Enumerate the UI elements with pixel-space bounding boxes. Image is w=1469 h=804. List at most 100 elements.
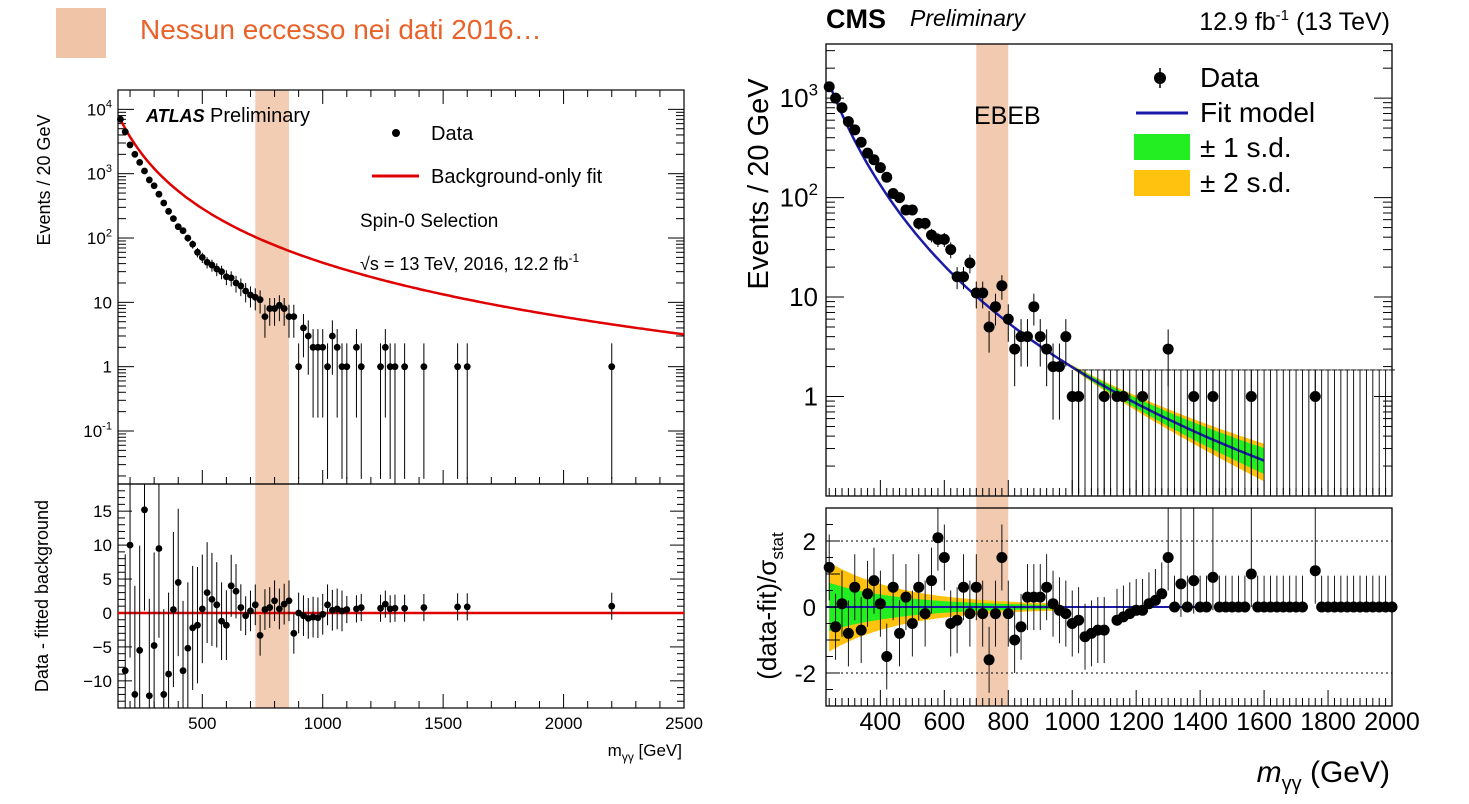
atlas-ratio-point xyxy=(126,541,134,549)
atlas-data-point xyxy=(377,363,384,371)
cms-ratio-point xyxy=(1181,601,1193,613)
atlas-data-point xyxy=(184,234,192,242)
atlas-ratio-point xyxy=(463,603,471,611)
cms-ratio-point xyxy=(1162,552,1174,563)
atlas-ratio-point xyxy=(280,600,288,608)
cms-ratio-point xyxy=(958,581,970,593)
atlas-energy: √s = 13 TeV, 2016, 12.2 fb-1 xyxy=(360,251,580,274)
cms-xtick-label: 400 xyxy=(860,708,902,736)
cms-data-point xyxy=(1021,331,1033,343)
cms-ratio-point xyxy=(1098,624,1110,636)
atlas-ratio-ytick-label: 5 xyxy=(103,570,112,589)
cms-chart: 400 600 800 1000 1200 1400 1600 1800 20001031021… xyxy=(743,4,1420,795)
atlas-ratio-point xyxy=(401,604,409,612)
cms-data-point xyxy=(977,287,989,299)
atlas-data-point xyxy=(117,115,124,123)
cms-xtick-label: 1000 xyxy=(1044,708,1100,736)
cms-ratio-point xyxy=(913,581,925,593)
atlas-ratio-point xyxy=(381,600,389,608)
cms-data-point xyxy=(1060,331,1072,343)
cms-ratio-point xyxy=(830,621,842,633)
atlas-data-point xyxy=(145,176,153,184)
cms-legend-fit-label: Fit model xyxy=(1200,97,1315,128)
atlas-ratio-point xyxy=(150,642,158,649)
atlas-xtick-label: 1000 xyxy=(304,714,342,733)
atlas-data-point xyxy=(218,268,225,276)
cms-ratio-point xyxy=(1015,621,1027,633)
cms-ratio-point xyxy=(862,588,874,600)
cms-data-point xyxy=(849,124,861,136)
atlas-data-point xyxy=(136,158,144,166)
atlas-data-point xyxy=(309,343,317,351)
atlas-xlabel: mγγ [GeV] xyxy=(608,741,682,764)
atlas-ratio-ytick-label: 15 xyxy=(93,502,112,521)
cms-main-frame xyxy=(825,43,1393,497)
cms-ratio-point xyxy=(881,651,893,662)
cms-ytick-label: 10 xyxy=(789,282,818,312)
cms-data-point xyxy=(881,171,893,183)
atlas-ratio-point xyxy=(242,612,250,620)
cms-ytick-label: 102 xyxy=(780,180,818,213)
slide-headline: Nessun eccesso nei dati 2016… xyxy=(140,14,542,45)
atlas-data-point xyxy=(256,296,264,304)
cms-ratio-point xyxy=(1175,578,1187,590)
cms-data-point xyxy=(945,244,957,256)
cms-ratio-point xyxy=(989,608,1001,620)
cms-ratio-point xyxy=(932,532,944,544)
cms-ratio-point xyxy=(1041,581,1053,593)
cms-data-point xyxy=(894,192,906,204)
atlas-ratio-point xyxy=(271,597,278,605)
atlas-data-point xyxy=(179,227,187,235)
atlas-ylabel-top: Events / 20 GeV xyxy=(34,114,54,245)
atlas-ratio-point xyxy=(324,601,331,609)
atlas-ytick-label: 102 xyxy=(87,227,112,248)
atlas-ratio-ytick-label: 10 xyxy=(93,536,112,555)
atlas-chart: 500 1000 1500 2000 250010410310210110-115105… xyxy=(32,89,703,764)
cms-ratio-point xyxy=(983,654,995,666)
cms-ratio-ytick-label: -2 xyxy=(795,661,816,688)
atlas-ratio-point xyxy=(454,603,461,611)
atlas-ytick-label: 1 xyxy=(103,358,112,377)
cms-data-point xyxy=(855,136,867,148)
atlas-data-point xyxy=(160,199,168,207)
atlas-data-point xyxy=(198,253,206,261)
cms-ytick-label: 1 xyxy=(804,382,818,412)
atlas-ratio-ytick-label: −5 xyxy=(93,638,112,657)
cms-ratio-point xyxy=(1002,608,1014,620)
atlas-ratio-point xyxy=(169,606,177,613)
cms-data-point xyxy=(1041,343,1053,355)
cms-xtick-label: 1800 xyxy=(1300,708,1356,736)
atlas-data-point xyxy=(295,363,303,371)
atlas-data-point xyxy=(165,207,172,215)
cms-ratio-point xyxy=(894,627,906,639)
cms-data-point xyxy=(989,301,1001,313)
cms-lumi: 12.9 fb-1 (13 TeV) xyxy=(1199,7,1390,36)
cms-ratio-point xyxy=(1201,601,1213,613)
cms-ratio-point xyxy=(823,561,835,573)
atlas-data-point xyxy=(324,363,331,371)
atlas-data-point xyxy=(357,363,365,371)
cms-data-point xyxy=(1162,343,1174,355)
atlas-data-point xyxy=(343,363,351,371)
atlas-data-point xyxy=(227,274,235,282)
cms-ratio-point xyxy=(836,598,848,610)
cms-brand: CMS xyxy=(826,4,886,34)
atlas-ratio-point xyxy=(208,595,216,603)
cms-ratio-point xyxy=(1060,608,1072,620)
cms-xtick-label: 1600 xyxy=(1236,708,1292,736)
cms-data-point xyxy=(874,162,886,174)
atlas-ratio-point xyxy=(145,692,153,700)
cms-ratio-point xyxy=(1245,568,1257,580)
cms-data-point xyxy=(1002,313,1014,325)
cms-legend-1sd-swatch xyxy=(1134,134,1190,160)
atlas-ratio-point xyxy=(266,604,274,611)
atlas-data-point xyxy=(208,261,216,269)
atlas-ratio-point xyxy=(131,691,139,698)
cms-ratio-point xyxy=(1296,601,1308,613)
cms-data-point xyxy=(938,233,950,245)
cms-data-point xyxy=(823,81,835,93)
cms-xtick-label: 1400 xyxy=(1172,708,1228,736)
atlas-brand: ATLAS xyxy=(145,106,205,126)
cms-ratio-point xyxy=(970,581,982,593)
atlas-data-point xyxy=(150,182,158,190)
